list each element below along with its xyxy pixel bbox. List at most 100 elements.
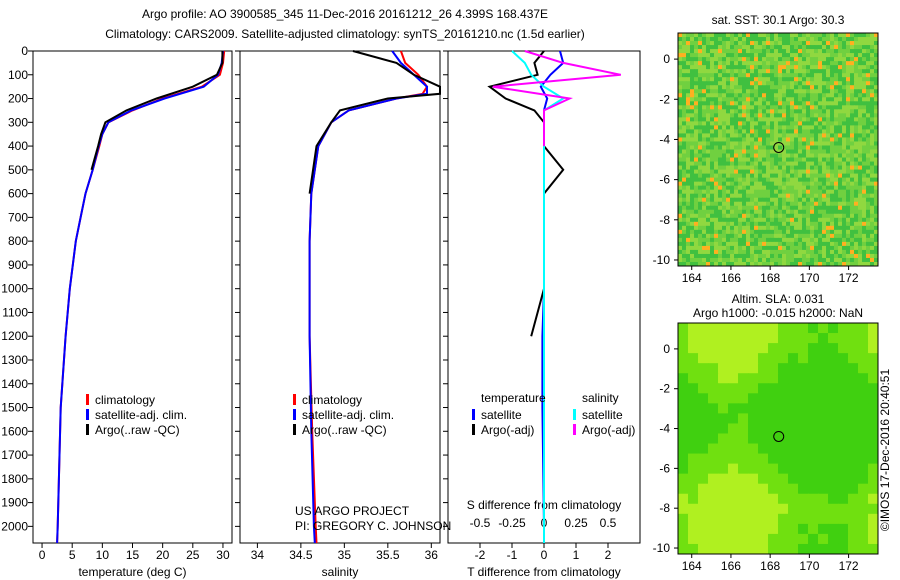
map-cell [686, 165, 691, 171]
map-cell [846, 185, 851, 191]
map-cell [730, 229, 735, 235]
map-cell [798, 217, 803, 223]
map-cell [838, 77, 843, 82]
map-cell [814, 209, 819, 215]
map-cell [702, 193, 707, 199]
map-cell [834, 113, 839, 118]
map-cell [730, 169, 735, 175]
map-cell [718, 249, 723, 255]
map-cell [742, 237, 747, 243]
map-cell [718, 37, 723, 42]
map-cell [768, 513, 779, 525]
map-cell [738, 61, 743, 66]
map-cell [874, 93, 879, 98]
map-lon-label: 170 [799, 559, 819, 573]
map-cell [782, 41, 787, 46]
map-cell [722, 173, 727, 179]
map-cell [694, 133, 699, 138]
map-cell [762, 205, 767, 211]
map-cell [710, 213, 715, 219]
map-cell [726, 85, 731, 90]
map-cell [788, 413, 799, 424]
map-cell [866, 105, 871, 110]
map-cell [750, 233, 755, 239]
map-cell [846, 249, 851, 255]
map-cell [818, 37, 823, 42]
map-cell [786, 49, 791, 54]
map-cell [870, 137, 875, 142]
map-cell [778, 113, 783, 118]
map-cell [738, 65, 743, 70]
map-cell [814, 65, 819, 70]
map-cell [798, 61, 803, 66]
map-cell [842, 165, 847, 171]
map-cell [838, 221, 843, 227]
map-cell [786, 173, 791, 179]
map-cell [714, 245, 719, 251]
map-cell [766, 209, 771, 215]
map-cell [842, 141, 847, 146]
map-cell [762, 173, 767, 179]
map-cell [678, 433, 689, 445]
map-cell [746, 197, 751, 203]
map-cell [738, 161, 743, 167]
map-cell [738, 245, 743, 251]
map-cell [682, 197, 687, 203]
map-cell [686, 77, 691, 82]
map-cell [808, 433, 819, 445]
map-cell [810, 181, 815, 187]
map-cell [730, 165, 735, 171]
map-cell [866, 121, 871, 126]
map-cell [838, 133, 843, 138]
map-cell [742, 157, 747, 163]
map-cell [862, 73, 867, 78]
map-cell [690, 181, 695, 187]
map-cell [822, 225, 827, 231]
map-cell [814, 89, 819, 94]
map-cell [686, 189, 691, 195]
map-cell [842, 225, 847, 231]
map-cell [794, 49, 799, 54]
series-line-s-satellite [511, 50, 566, 543]
map-cell [794, 193, 799, 199]
map-cell [758, 483, 769, 495]
map-cell [734, 121, 739, 126]
map-cell [766, 101, 771, 106]
map-cell [774, 253, 779, 259]
map-cell [718, 153, 723, 159]
map-cell [826, 249, 831, 255]
map-cell [698, 153, 703, 159]
map-cell [866, 101, 871, 106]
map-cell [706, 53, 711, 58]
map-cell [858, 141, 863, 146]
map-cell [694, 33, 699, 38]
map-cell [758, 41, 763, 46]
map-cell [710, 109, 715, 114]
map-cell [758, 523, 769, 535]
map-cell [758, 173, 763, 179]
map-cell [678, 237, 683, 243]
map-cell [868, 433, 879, 445]
map-cell [782, 129, 787, 134]
map-cell [858, 237, 863, 243]
map-cell [786, 125, 791, 130]
map-cell [846, 205, 851, 211]
map-cell [778, 49, 783, 54]
x-tick-label: 15 [126, 548, 140, 562]
map-cell [758, 249, 763, 255]
map-cell [742, 33, 747, 38]
map-cell [734, 153, 739, 159]
map-cell [858, 241, 863, 247]
map-cell [858, 65, 863, 70]
map-cell [742, 137, 747, 142]
map-cell [870, 157, 875, 163]
map-cell [750, 209, 755, 215]
map-cell [774, 117, 779, 122]
map-cell [734, 165, 739, 171]
map-cell [874, 241, 879, 247]
map-cell [718, 433, 729, 445]
map-cell [814, 49, 819, 54]
map-cell [678, 353, 689, 364]
project-annotation: PI: GREGORY C. JOHNSON [295, 519, 451, 533]
map-cell [786, 209, 791, 215]
